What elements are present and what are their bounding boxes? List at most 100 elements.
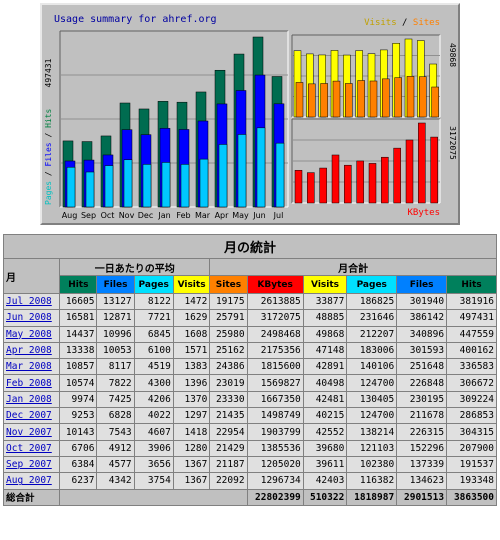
month-link[interactable]: Jun 2008 <box>6 312 52 324</box>
main-legend-part: Pages <box>44 181 53 205</box>
bar-sites <box>345 83 353 118</box>
month-link[interactable]: Feb 2008 <box>6 377 52 389</box>
total-value: 22802399 <box>246 488 304 506</box>
value-cell-hits: 14437 <box>59 325 98 343</box>
x-tick-label: May <box>232 211 249 220</box>
value-cell-visits: 1472 <box>172 292 211 311</box>
value-cell-visits: 39680 <box>302 439 348 457</box>
visits-legend-part: Sites <box>413 18 440 28</box>
value-cell-visits: 40498 <box>302 374 348 392</box>
column-header-files: Files <box>396 275 448 294</box>
month-link[interactable]: Dec 2007 <box>6 410 52 422</box>
value-cell-files: 10996 <box>96 325 135 343</box>
monthly-stats-table: 月の統計月一日あたりの平均 月合計 Hits Files Pages Visits Site… <box>2 234 497 506</box>
value-cell-sites: 23019 <box>209 374 248 392</box>
x-tick-label: Aug <box>62 211 78 220</box>
value-cell-files: 226315 <box>396 423 448 441</box>
month-link[interactable]: Jul 2008 <box>6 296 52 308</box>
value-cell-visits: 1629 <box>172 309 211 327</box>
month-cell: Aug 2007 <box>2 472 61 490</box>
month-link[interactable]: Mar 2008 <box>6 361 52 373</box>
value-cell-pages: 102380 <box>346 455 398 474</box>
bar-sites <box>308 83 316 118</box>
value-cell-hits: 497431 <box>446 309 497 327</box>
bar-sites <box>406 76 415 118</box>
value-cell-visits: 1280 <box>172 439 211 457</box>
table-row: Mar 2008 10857 8117 4519 1383 24386 1815600 428… <box>2 358 497 376</box>
bar-sites <box>394 77 402 118</box>
value-cell-pages: 231646 <box>346 309 398 327</box>
column-header-kbytes: KBytes <box>246 275 304 294</box>
value-cell-files: 301940 <box>396 292 448 311</box>
value-cell-kbytes: 2175356 <box>246 341 304 360</box>
value-cell-kbytes: 1205020 <box>246 455 304 474</box>
value-cell-visits: 1608 <box>172 325 211 343</box>
table-title: 月の統計 <box>3 234 497 259</box>
value-cell-kbytes: 1815600 <box>246 358 304 376</box>
visits-legend-part: Visits <box>364 18 397 28</box>
value-cell-files: 134623 <box>396 472 448 490</box>
column-header-hits: Hits <box>446 275 497 294</box>
table-row: Aug 2007 6237 4342 3754 1367 22092 1296734 4240… <box>2 472 497 490</box>
value-cell-files: 4577 <box>96 455 135 474</box>
month-link[interactable]: Oct 2007 <box>6 442 52 454</box>
bar-kbytes <box>405 139 414 204</box>
x-tick-label: Sep <box>81 211 96 220</box>
value-cell-files: 211678 <box>396 407 448 425</box>
value-cell-kbytes: 2613885 <box>246 292 304 311</box>
bar-kbytes <box>418 122 426 204</box>
value-cell-kbytes: 1296734 <box>246 472 304 490</box>
bar-pages <box>66 166 76 208</box>
table-row: Jan 2008 9974 7425 4206 1370 23330 1667350 4248… <box>2 390 497 409</box>
visits-legend-part: / <box>397 18 413 28</box>
month-link[interactable]: Aug 2007 <box>6 475 52 487</box>
value-cell-hits: 16581 <box>59 309 98 327</box>
month-link[interactable]: Sep 2007 <box>6 459 52 471</box>
total-blank <box>59 488 248 506</box>
month-cell: Dec 2007 <box>2 407 61 425</box>
value-cell-kbytes: 1498749 <box>246 407 304 425</box>
value-cell-pages: 4022 <box>133 407 174 425</box>
bar-kbytes <box>368 163 377 204</box>
bar-pages <box>85 171 95 208</box>
x-tick-label: Oct <box>101 211 115 220</box>
month-cell: Jun 2008 <box>2 309 61 327</box>
value-cell-sites: 22092 <box>209 472 248 490</box>
value-cell-hits: 286853 <box>446 407 497 425</box>
column-header-pages: Pages <box>133 275 174 294</box>
value-cell-hits: 9974 <box>59 390 98 409</box>
value-cell-sites: 25162 <box>209 341 248 360</box>
total-label: 総合計 <box>2 488 61 506</box>
table-row: May 2008 14437 10996 6845 1608 25980 2498468 49… <box>2 325 497 343</box>
bar-kbytes <box>294 170 303 204</box>
bar-pages <box>180 164 190 208</box>
bar-kbytes <box>319 167 327 204</box>
value-cell-files: 152296 <box>396 439 448 457</box>
bar-sites <box>382 78 390 118</box>
value-cell-files: 4342 <box>96 472 135 490</box>
kbytes-ymax-label: 3172075 <box>448 126 457 160</box>
month-cell: Jul 2008 <box>2 292 61 311</box>
value-cell-hits: 207900 <box>446 439 497 457</box>
value-cell-pages: 4300 <box>133 374 174 392</box>
value-cell-files: 340896 <box>396 325 448 343</box>
x-tick-label: Mar <box>195 211 211 220</box>
value-cell-hits: 16605 <box>59 292 98 311</box>
month-link[interactable]: Apr 2008 <box>6 345 52 357</box>
month-link[interactable]: Jan 2008 <box>6 393 52 405</box>
value-cell-files: 251648 <box>396 358 448 376</box>
month-link[interactable]: May 2008 <box>6 328 52 340</box>
table-row: Feb 2008 10574 7822 4300 1396 23019 1569827 404… <box>2 374 497 392</box>
value-cell-files: 230195 <box>396 390 448 409</box>
value-cell-sites: 22954 <box>209 423 248 441</box>
month-link[interactable]: Nov 2007 <box>6 426 52 438</box>
x-tick-label: Jul <box>273 211 284 220</box>
value-cell-sites: 21187 <box>209 455 248 474</box>
value-cell-pages: 116382 <box>346 472 398 490</box>
month-cell: Oct 2007 <box>2 439 61 457</box>
bar-kbytes <box>430 136 438 204</box>
bar-kbytes <box>331 154 340 204</box>
bar-pages <box>275 142 285 208</box>
x-tick-label: Nov <box>119 211 135 220</box>
value-cell-visits: 39611 <box>302 455 348 474</box>
